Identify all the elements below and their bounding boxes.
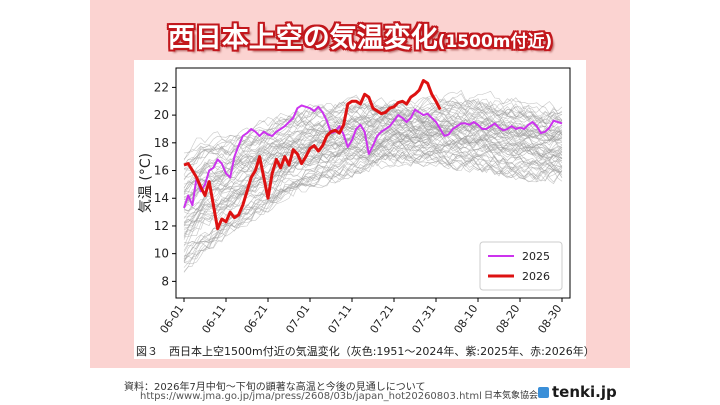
legend-box [479,241,563,291]
y-tick-label: 18 [154,136,169,150]
x-tick-label: 07-31 [409,302,438,336]
legend-label-2025: 2025 [522,250,550,263]
history-line [183,115,563,191]
headline-sub: (1500m付近) [437,32,553,52]
source-label: 資料：2026年7月中旬～下旬の顕著な高温と今後の見通しについて [124,382,426,393]
chart-figure: 8 10 12 14 16 18 20 22 06-01 06-11 06-21 07-01 07-11… [134,60,595,359]
history-line [183,99,563,172]
history-line [183,145,563,258]
background-panel: 西日本上空の気温変化(1500m付近) 8 10 12 14 16 18 20 22 06-01… [90,0,630,368]
history-line [183,106,563,176]
history-line [183,113,563,199]
tenki-logo-icon [538,387,549,398]
y-tick-label: 22 [154,80,169,94]
history-line [183,113,563,199]
history-line [183,149,563,257]
legend-label-2026: 2026 [522,270,550,283]
history-line [183,122,563,218]
history-line [183,152,563,261]
history-line [183,140,563,260]
series-line-2026 [183,79,442,231]
headline-main: 西日本上空の気温変化 [167,23,438,54]
x-tick-label: 08-30 [535,302,564,336]
x-tick-label: 07-21 [367,302,396,336]
temperature-chart: 8 10 12 14 16 18 20 22 06-01 06-11 06-21 07-01 07-11… [138,67,571,336]
history-line [183,119,563,210]
tenki-logo-text: tenki.jp [552,383,617,401]
history-line [183,124,563,212]
x-tick-label: 07-11 [325,302,354,336]
history-line [183,131,563,238]
history-line [183,117,563,202]
series-line-2025 [183,104,563,209]
history-line [183,98,563,167]
x-tick-label: 06-21 [241,302,270,336]
history-line [183,114,563,195]
x-tick-label: 08-20 [493,302,522,336]
history-line [183,128,563,212]
x-tick-label: 07-01 [283,302,312,336]
headline: 西日本上空の気温変化(1500m付近) [90,16,630,55]
history-line [183,101,563,170]
x-tick-label: 06-11 [199,302,228,336]
y-tick-label: 8 [161,274,169,288]
source-url[interactable]: https://www.jma.go.jp/jma/press/2608/03b… [140,391,482,402]
y-tick-label: 20 [154,108,169,122]
history-line [183,118,563,194]
y-tick-label: 12 [154,219,169,233]
history-line [183,155,563,273]
history-line [183,144,563,263]
history-line [183,150,563,260]
y-tick-label: 16 [154,164,169,178]
x-tick-label: 08-10 [451,302,480,336]
history-line [183,111,563,189]
figure-caption: 図３ 西日本上空1500m付近の気温変化（灰色:1951～2024年、紫:202… [136,345,595,358]
y-axis-label: 気温 (°C) [138,153,154,213]
history-line [183,112,563,194]
history-line [183,135,563,236]
history-line [183,90,563,160]
y-tick-label: 10 [154,247,169,261]
history-line [183,119,563,207]
x-tick-label: 06-01 [157,302,186,336]
y-tick-label: 14 [154,191,169,205]
jwa-logo-text: 日本気象協会 [484,391,539,401]
